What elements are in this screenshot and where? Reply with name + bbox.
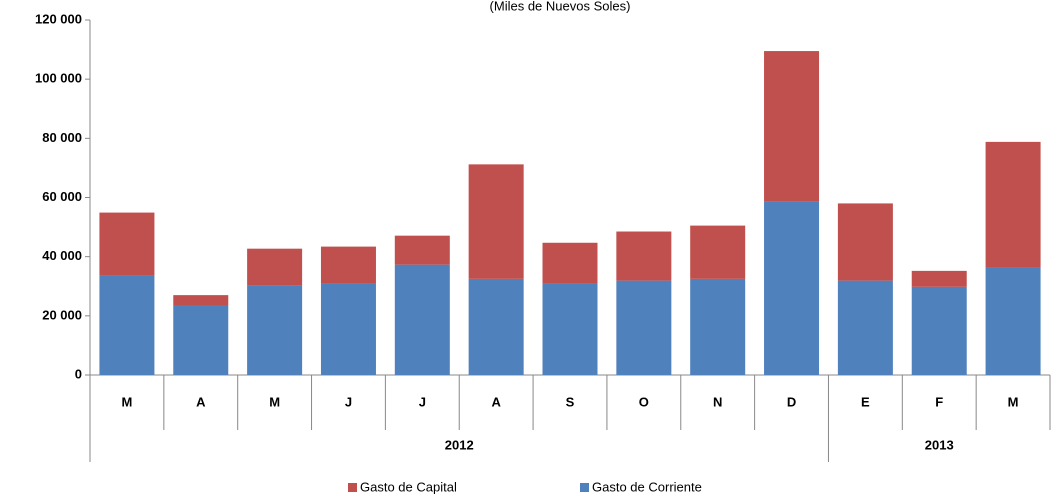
y-tick-label: 60 000	[42, 189, 82, 204]
x-tick-label: S	[566, 394, 575, 409]
bar-segment	[837, 280, 893, 375]
x-tick-label: A	[491, 394, 501, 409]
bar-segment	[394, 235, 450, 265]
bar-segment	[837, 203, 893, 281]
bar-segment	[616, 231, 672, 281]
x-tick-label: N	[713, 394, 722, 409]
x-tick-label: A	[196, 394, 206, 409]
legend-swatch	[348, 483, 357, 492]
y-tick-label: 120 000	[35, 11, 82, 26]
legend-label: Gasto de Capital	[360, 479, 457, 494]
legend-swatch	[580, 483, 589, 492]
y-tick-label: 100 000	[35, 71, 82, 86]
bar-segment	[468, 278, 524, 375]
x-tick-label: M	[269, 394, 280, 409]
bar-segment	[173, 295, 229, 306]
bar-segment	[173, 305, 229, 375]
bar-segment	[985, 267, 1041, 375]
bar-segment	[247, 248, 303, 286]
x-tick-label: M	[1008, 394, 1019, 409]
bar-segment	[764, 201, 820, 375]
y-tick-label: 80 000	[42, 130, 82, 145]
y-tick-label: 20 000	[42, 307, 82, 322]
bar-segment	[320, 246, 376, 284]
x-tick-label: F	[935, 394, 943, 409]
x-tick-label: E	[861, 394, 870, 409]
bar-segment	[911, 286, 967, 375]
bar-segment	[394, 264, 450, 375]
x-tick-label: J	[345, 394, 352, 409]
x-tick-label: J	[419, 394, 426, 409]
y-tick-label: 40 000	[42, 248, 82, 263]
x-tick-label: D	[787, 394, 796, 409]
bar-segment	[320, 283, 376, 375]
chart-subtitle: (Miles de Nuevos Soles)	[490, 0, 631, 13]
y-tick-label: 0	[75, 366, 82, 381]
legend-label: Gasto de Corriente	[592, 479, 702, 494]
bar-segment	[542, 242, 598, 284]
bar-segment	[616, 280, 672, 375]
x-tick-label: M	[122, 394, 133, 409]
bar-segment	[99, 212, 155, 276]
group-label: 2012	[445, 437, 474, 452]
bar-segment	[764, 51, 820, 202]
bar-segment	[468, 164, 524, 279]
bar-segment	[542, 283, 598, 375]
bar-segment	[99, 275, 155, 375]
group-label: 2013	[925, 437, 954, 452]
bar-segment	[690, 225, 746, 279]
bar-segment	[911, 270, 967, 287]
x-tick-label: O	[639, 394, 649, 409]
bar-segment	[247, 285, 303, 375]
bar-segment	[985, 141, 1041, 268]
bar-segment	[690, 278, 746, 375]
